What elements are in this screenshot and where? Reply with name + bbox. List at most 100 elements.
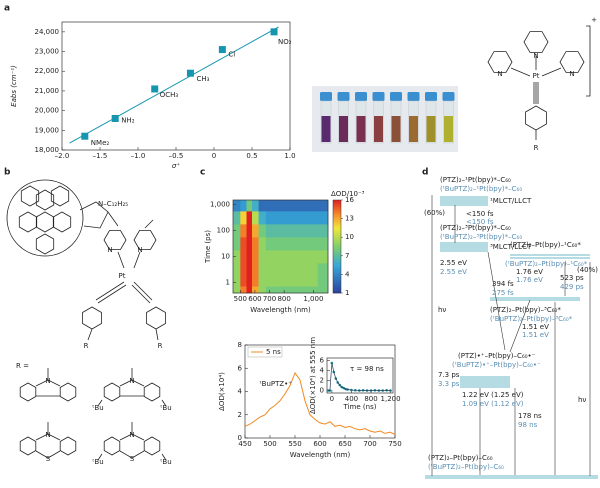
diagram-label: 523 ps [560,274,584,282]
bond [144,219,154,229]
heat-cell [233,200,241,212]
bond [35,422,61,441]
data-point [186,69,194,77]
y-tick-label: 4 [320,367,325,375]
heat-cell [291,286,301,294]
heat-cell [233,286,241,294]
data-point [326,389,330,392]
heat-cell [246,211,253,225]
heat-cell [273,237,283,251]
heat-cell [258,200,267,212]
x-tick-label: –2.0 [55,152,70,160]
vial-liquid [409,116,418,142]
plot-frame [232,199,329,294]
heat-cell [240,276,247,287]
point-label: OCH₃ [160,91,179,99]
colorbar-segment [333,274,341,278]
colorbar-segment [333,241,341,245]
bond [117,251,141,269]
heat-cell [265,200,275,212]
bond [525,105,547,131]
heat-cell [282,286,292,294]
heat-cell [265,286,275,294]
panel-label: d [422,168,428,178]
structure-label: N [569,70,574,78]
heat-cell [252,286,259,294]
heat-cell [300,263,310,277]
point-label: NH₂ [121,116,135,124]
diagram-label: 1.76 eV [516,276,543,284]
structure-label: ᵗBu [160,404,171,412]
colorbar-segment [333,211,341,215]
vial-cap [390,92,402,101]
x-tick-label: –0.5 [169,152,184,160]
heat-cell [246,237,253,251]
structure-label: ᵗBu [92,404,103,412]
legend-box [247,346,283,358]
heat-cell [300,224,310,238]
heat-cell [291,237,301,251]
heat-cell [300,200,310,212]
x-tick-label: 500 [263,440,276,448]
bond [103,230,127,250]
bond [18,211,38,233]
diagram-label: (ᵗBuPTZ)₂–¹Pt(bpy)*–C₆₀ [440,185,522,193]
y-axis-title: Time (ps) [204,230,212,264]
heat-cell [240,224,247,238]
heat-cell [300,237,310,251]
colorbar-tick-label: 16 [345,196,354,204]
heat-cell [265,250,275,264]
heat-cell [265,237,275,251]
heat-cell [240,250,247,264]
heat-cell [246,250,253,264]
diagram-label: ¹MLCT/LLCT [490,197,532,205]
heat-cell [258,211,267,225]
heat-cell [291,263,301,277]
inset-background [327,358,393,393]
heat-cell [273,286,283,294]
bond [97,453,167,461]
annotation: ᵗBuPTZ•⁺ [260,380,293,388]
colorbar-segment [333,213,341,217]
y-tick-label: 2 [238,411,242,419]
bond [35,189,55,211]
structure-label: S [130,455,135,463]
vial-liquid [339,116,348,142]
heat-cell [240,286,247,294]
bond [119,368,145,387]
fit-line [328,362,391,391]
y-tick-label: 23,000 [35,48,60,56]
structure-label: N [45,431,50,439]
diagram-label: 1.51 eV [522,331,549,339]
bond [35,211,55,233]
diagram-label: (ᵗBuPTZ)₂–³Pt(bpy)*–C₆₀ [440,233,522,241]
colorbar-segment [333,206,341,210]
vial-cap [320,92,332,101]
diagram-label: (ᵗBuPTZ)₂–Pt(bpy)–³C₆₀* [490,315,573,323]
heat-cell [233,224,241,238]
colorbar-segment [333,251,341,254]
y-tick-label: 20,000 [35,107,60,115]
x-tick-label: 650 [338,440,351,448]
vial-cap [407,92,420,101]
x-tick-label: 450 [238,440,251,448]
structure-label: N–C₁₂H₂₅ [98,200,128,208]
heat-cell [309,276,319,287]
bond [143,382,161,402]
bond [146,306,166,330]
y-tick-label: 1,000 [210,201,230,209]
heat-cell [309,224,319,238]
point-label: NMe₂ [91,139,110,147]
diagram-label: (ᵗBuPTZ)•⁺–Pt(bpy)–C₆₀•⁻ [452,361,541,369]
x-tick-label: 750 [388,440,401,448]
heat-cell [317,263,329,277]
colorbar-tick-label: 7 [345,252,349,260]
heat-cell [317,224,329,238]
heat-cell [258,224,267,238]
x-tick-label: 600 [313,440,326,448]
heat-cell [291,276,301,287]
heat-cell [282,276,292,287]
heat-cell [282,211,292,225]
colorbar-tick-label: 13 [345,215,354,223]
